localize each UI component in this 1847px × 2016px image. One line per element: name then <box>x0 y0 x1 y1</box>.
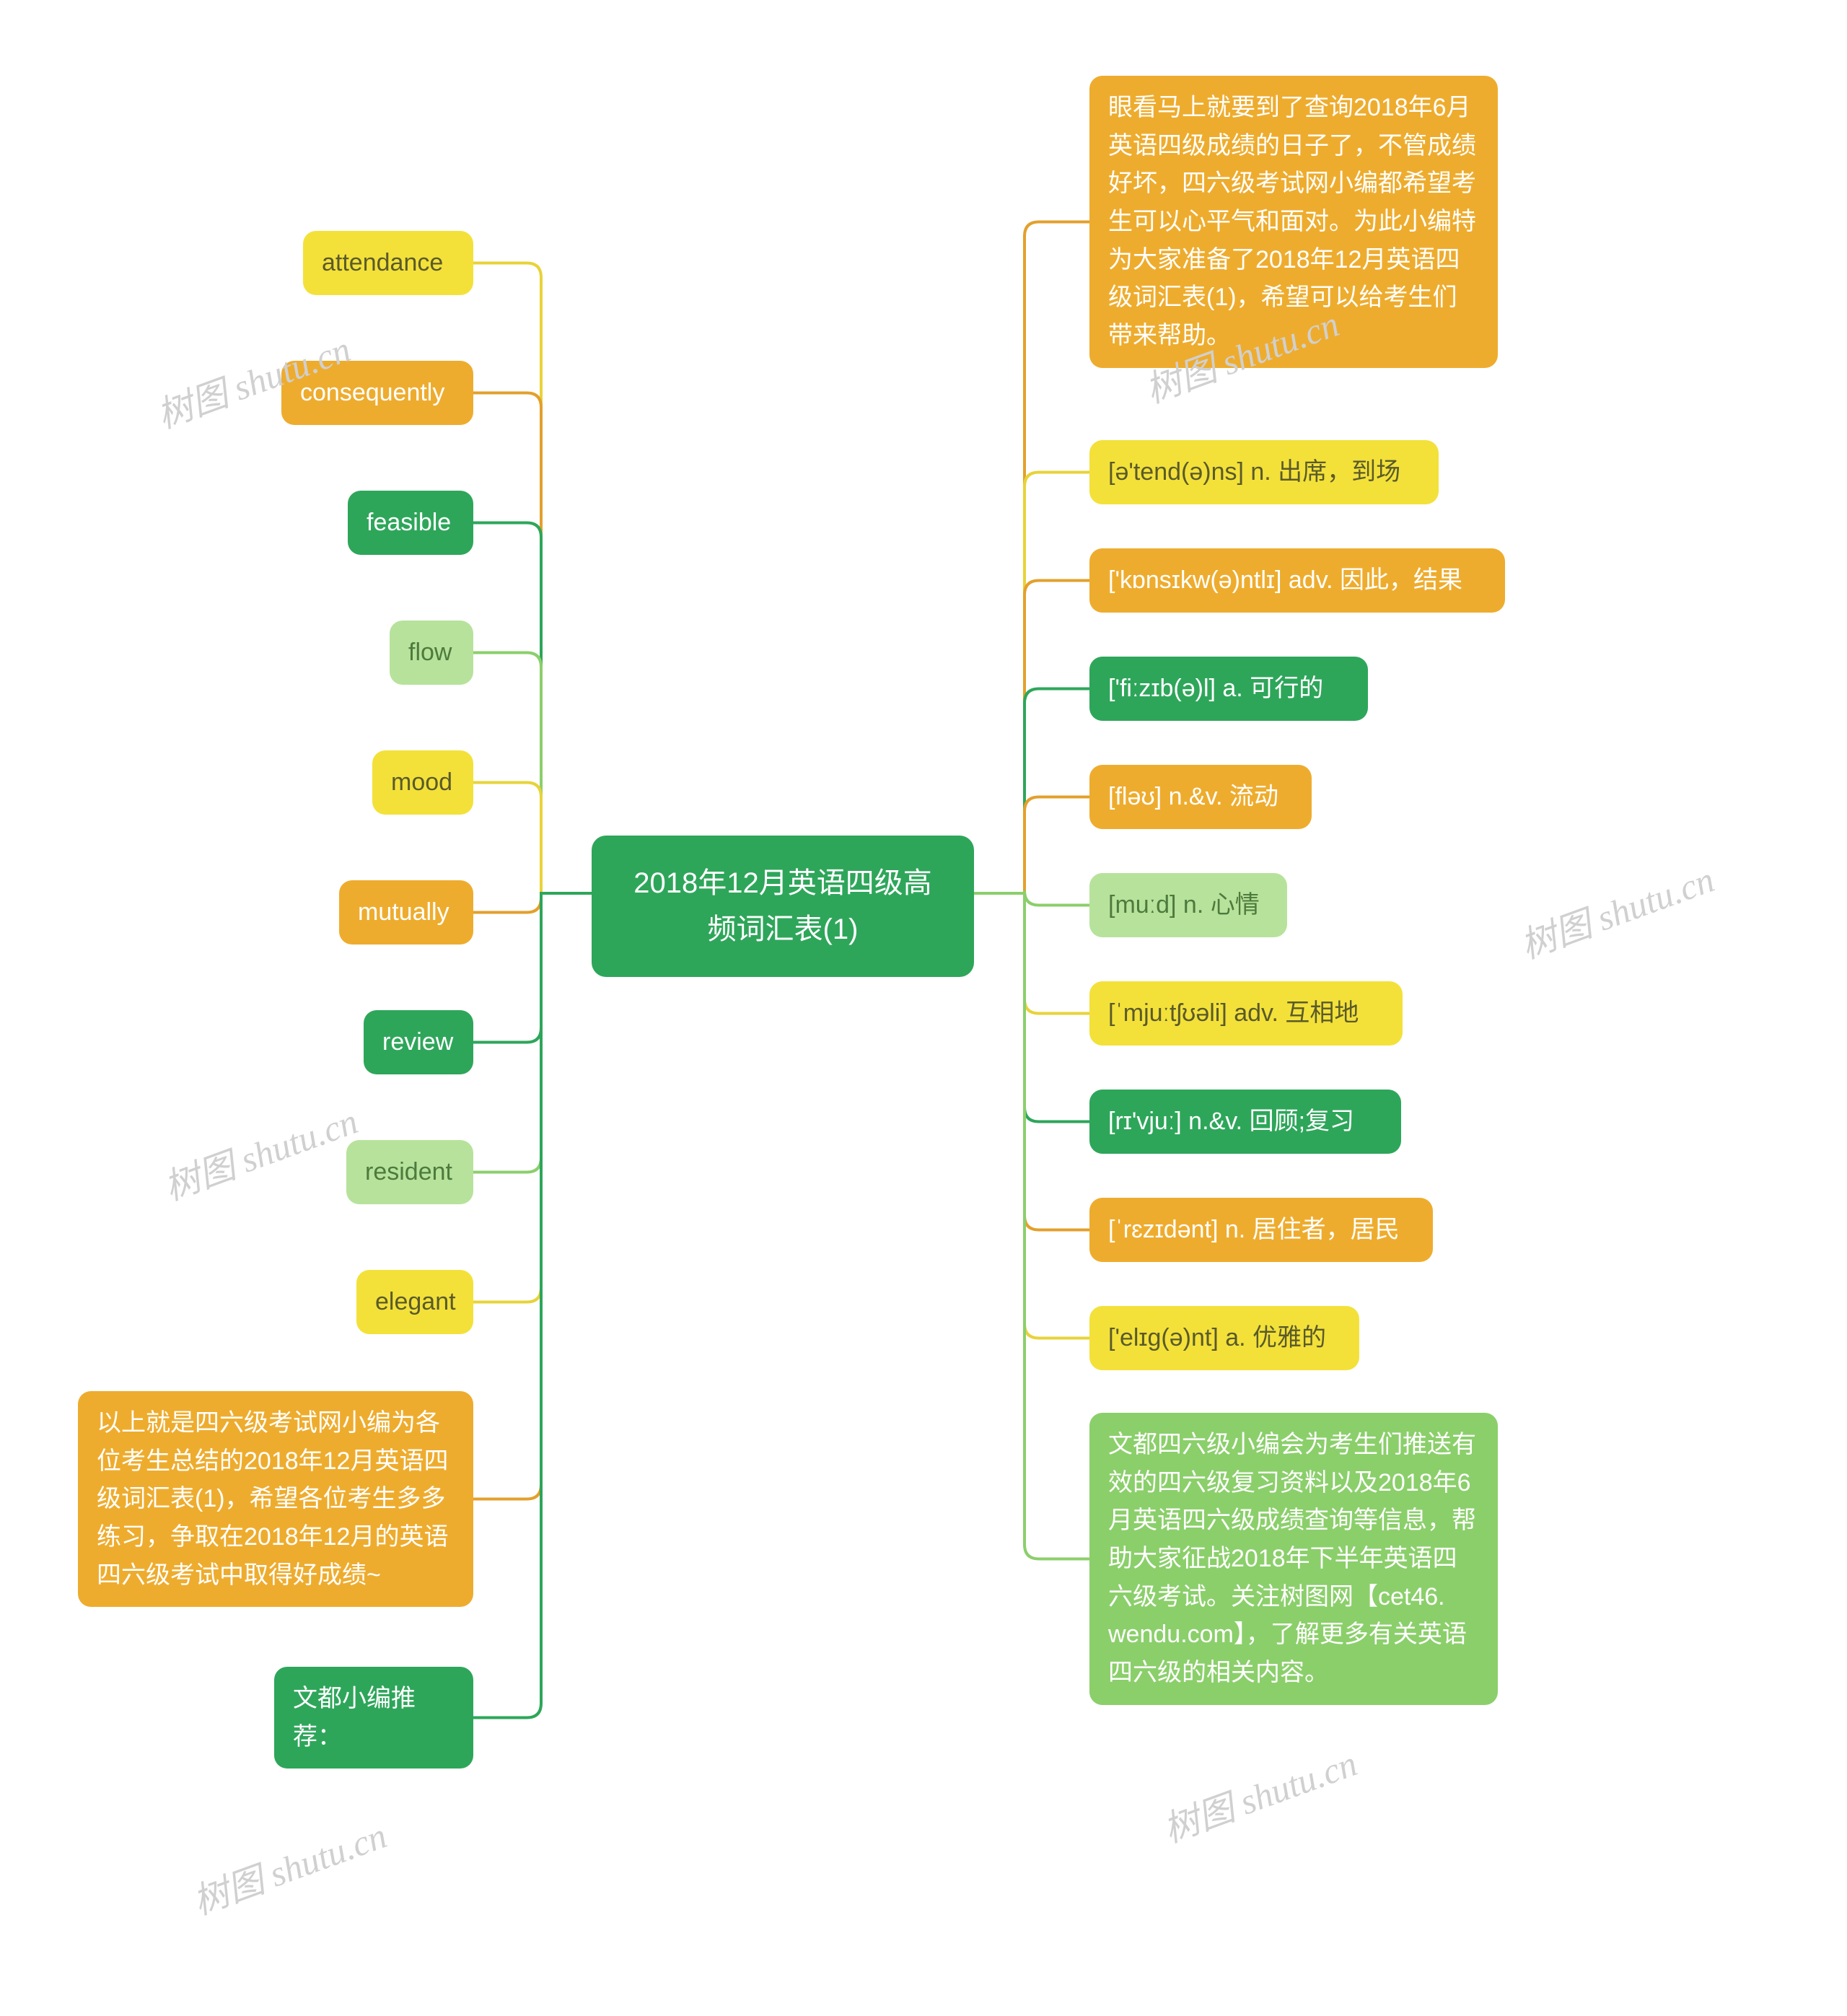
watermark: 树图 shutu.cn <box>185 1807 392 1925</box>
left-node-recommend: 文都小编推荐： <box>274 1667 473 1769</box>
right-node-d_flow: [fləʊ] n.&v. 流动 <box>1089 765 1312 829</box>
left-node-elegant: elegant <box>356 1270 473 1334</box>
left-node-consequently: consequently <box>281 361 473 425</box>
watermark: 树图 shutu.cn <box>1155 1735 1363 1853</box>
left-node-resident: resident <box>346 1140 473 1204</box>
right-node-d_review: [rɪ'vjuː] n.&v. 回顾;复习 <box>1089 1090 1401 1154</box>
right-node-intro: 眼看马上就要到了查询2018年6月英语四级成绩的日子了，不管成绩好坏，四六级考试… <box>1089 76 1498 368</box>
right-node-d_feasible: ['fiːzɪb(ə)l] a. 可行的 <box>1089 657 1368 721</box>
watermark: 树图 shutu.cn <box>1512 851 1720 969</box>
left-node-feasible: feasible <box>348 491 473 555</box>
left-node-attendance: attendance <box>303 231 473 295</box>
left-node-mutually: mutually <box>339 880 473 945</box>
left-node-flow: flow <box>390 621 473 685</box>
right-node-outro: 文都四六级小编会为考生们推送有效的四六级复习资料以及2018年6月英语四六级成绩… <box>1089 1413 1498 1705</box>
right-node-d_mood: [muːd] n. 心情 <box>1089 873 1287 937</box>
right-node-d_resident: [ˈrɛzɪdənt] n. 居住者，居民 <box>1089 1198 1433 1262</box>
left-node-mood: mood <box>372 750 473 815</box>
right-node-d_mutually: [ˈmjuːtʃʊəli] adv. 互相地 <box>1089 981 1403 1046</box>
right-node-d_attendance: [ə'tend(ə)ns] n. 出席，到场 <box>1089 440 1439 504</box>
left-node-review: review <box>364 1010 473 1074</box>
watermark: 树图 shutu.cn <box>156 1092 364 1211</box>
center-node: 2018年12月英语四级高频词汇表(1) <box>592 836 974 977</box>
right-node-d_elegant: ['elɪg(ə)nt] a. 优雅的 <box>1089 1306 1359 1370</box>
left-node-summary: 以上就是四六级考试网小编为各位考生总结的2018年12月英语四级词汇表(1)，希… <box>78 1391 473 1607</box>
right-node-d_consequently: ['kɒnsɪkw(ə)ntlɪ] adv. 因此，结果 <box>1089 548 1505 613</box>
